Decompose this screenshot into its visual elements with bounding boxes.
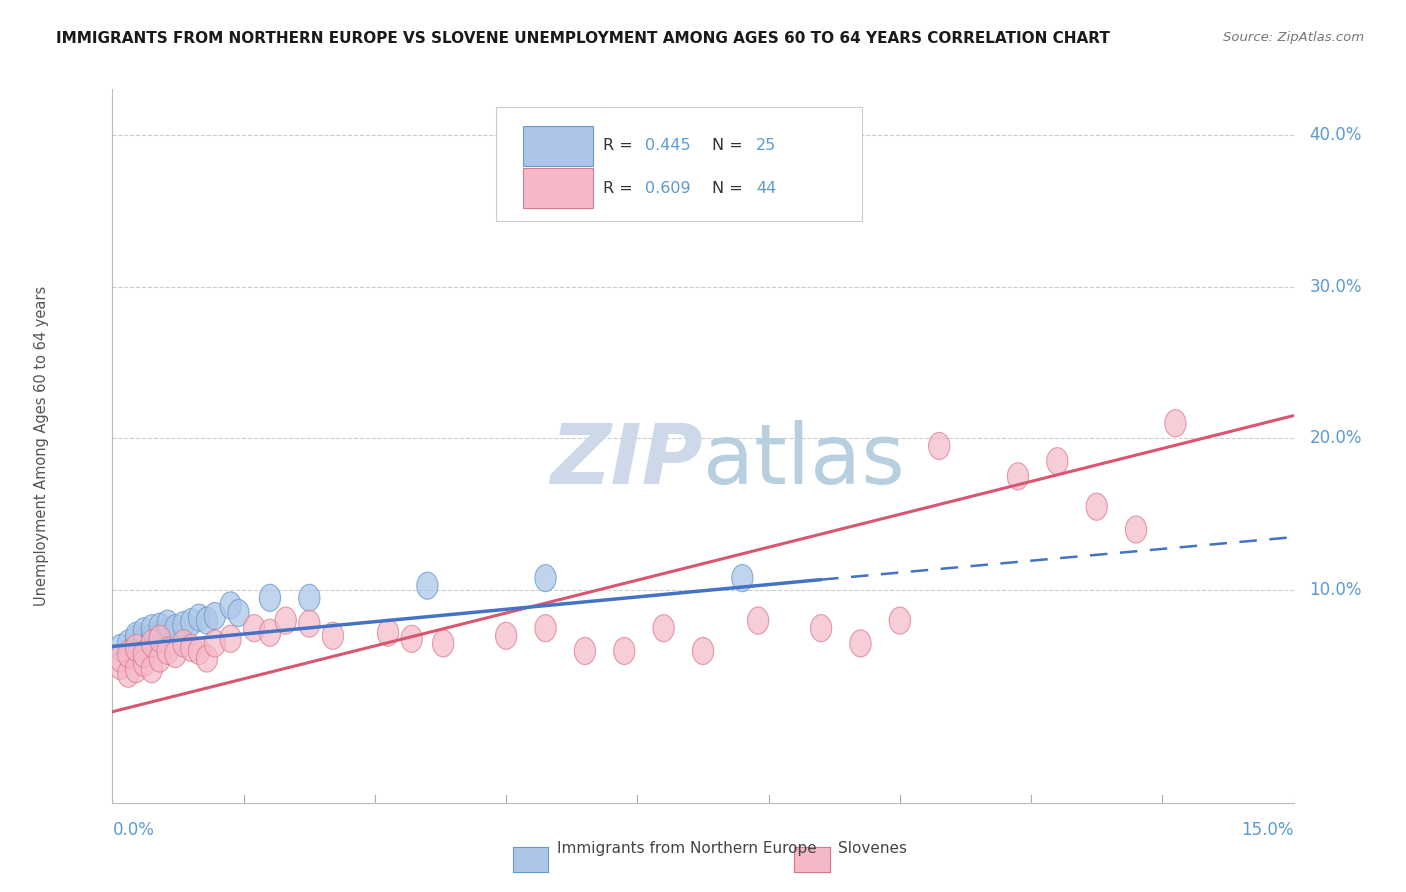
Ellipse shape — [574, 638, 596, 665]
Ellipse shape — [165, 615, 186, 641]
Text: atlas: atlas — [703, 420, 904, 500]
Text: N =: N = — [713, 181, 748, 196]
Ellipse shape — [534, 615, 557, 641]
Text: Immigrants from Northern Europe: Immigrants from Northern Europe — [557, 841, 817, 855]
Ellipse shape — [849, 630, 872, 657]
FancyBboxPatch shape — [523, 169, 593, 209]
Ellipse shape — [259, 619, 281, 647]
Text: N =: N = — [713, 138, 748, 153]
Text: 10.0%: 10.0% — [1309, 582, 1362, 599]
Ellipse shape — [1046, 448, 1069, 475]
Ellipse shape — [416, 572, 439, 599]
Ellipse shape — [219, 592, 242, 619]
Ellipse shape — [149, 645, 170, 672]
Ellipse shape — [157, 617, 179, 645]
Ellipse shape — [118, 660, 139, 688]
Ellipse shape — [134, 617, 155, 645]
Ellipse shape — [298, 584, 321, 611]
Text: 44: 44 — [756, 181, 776, 196]
Ellipse shape — [118, 640, 139, 667]
Ellipse shape — [110, 653, 131, 680]
Ellipse shape — [149, 613, 170, 640]
Text: 40.0%: 40.0% — [1309, 126, 1361, 144]
Ellipse shape — [141, 656, 163, 682]
Ellipse shape — [243, 615, 264, 641]
Ellipse shape — [219, 625, 242, 652]
Text: R =: R = — [603, 138, 637, 153]
Ellipse shape — [173, 612, 194, 639]
Ellipse shape — [134, 640, 155, 667]
Ellipse shape — [1007, 463, 1029, 490]
Text: 25: 25 — [756, 138, 776, 153]
Text: ZIP: ZIP — [550, 420, 703, 500]
Ellipse shape — [204, 602, 225, 630]
Ellipse shape — [141, 624, 163, 651]
Ellipse shape — [298, 610, 321, 637]
Ellipse shape — [125, 625, 146, 652]
FancyBboxPatch shape — [523, 126, 593, 166]
Ellipse shape — [141, 615, 163, 641]
Ellipse shape — [748, 607, 769, 634]
Ellipse shape — [534, 565, 557, 591]
Ellipse shape — [180, 608, 202, 636]
Ellipse shape — [173, 630, 194, 657]
Ellipse shape — [692, 638, 714, 665]
Ellipse shape — [810, 615, 832, 641]
Ellipse shape — [1164, 409, 1187, 437]
Text: 0.445: 0.445 — [645, 138, 690, 153]
Text: Slovenes: Slovenes — [838, 841, 907, 855]
Ellipse shape — [197, 645, 218, 672]
Text: 0.609: 0.609 — [645, 181, 690, 196]
Ellipse shape — [928, 433, 950, 459]
Ellipse shape — [188, 638, 209, 665]
Ellipse shape — [165, 640, 186, 667]
Ellipse shape — [228, 599, 249, 626]
Text: Source: ZipAtlas.com: Source: ZipAtlas.com — [1223, 31, 1364, 45]
Text: Unemployment Among Ages 60 to 64 years: Unemployment Among Ages 60 to 64 years — [34, 285, 49, 607]
Text: 15.0%: 15.0% — [1241, 821, 1294, 839]
Ellipse shape — [110, 645, 131, 672]
Ellipse shape — [495, 623, 517, 649]
Ellipse shape — [180, 634, 202, 662]
Ellipse shape — [125, 623, 146, 649]
Ellipse shape — [259, 584, 281, 611]
Text: R =: R = — [603, 181, 637, 196]
Ellipse shape — [118, 630, 139, 657]
Ellipse shape — [197, 607, 218, 634]
Ellipse shape — [401, 625, 422, 652]
Ellipse shape — [1085, 493, 1108, 520]
Ellipse shape — [276, 607, 297, 634]
Ellipse shape — [125, 634, 146, 662]
Ellipse shape — [377, 619, 399, 647]
Ellipse shape — [157, 638, 179, 665]
Ellipse shape — [889, 607, 911, 634]
Ellipse shape — [731, 565, 754, 591]
Ellipse shape — [141, 630, 163, 657]
Ellipse shape — [125, 656, 146, 682]
Ellipse shape — [134, 627, 155, 654]
FancyBboxPatch shape — [496, 107, 862, 221]
Text: 0.0%: 0.0% — [112, 821, 155, 839]
Ellipse shape — [613, 638, 636, 665]
Ellipse shape — [204, 630, 225, 657]
Text: 30.0%: 30.0% — [1309, 277, 1362, 295]
Text: 20.0%: 20.0% — [1309, 429, 1362, 448]
Ellipse shape — [322, 623, 343, 649]
Ellipse shape — [1125, 516, 1147, 543]
Ellipse shape — [134, 649, 155, 677]
Ellipse shape — [149, 625, 170, 652]
Ellipse shape — [110, 634, 131, 662]
Ellipse shape — [188, 604, 209, 632]
Ellipse shape — [157, 610, 179, 637]
Ellipse shape — [433, 630, 454, 657]
Ellipse shape — [149, 621, 170, 648]
Ellipse shape — [652, 615, 675, 641]
Text: IMMIGRANTS FROM NORTHERN EUROPE VS SLOVENE UNEMPLOYMENT AMONG AGES 60 TO 64 YEAR: IMMIGRANTS FROM NORTHERN EUROPE VS SLOVE… — [56, 31, 1111, 46]
